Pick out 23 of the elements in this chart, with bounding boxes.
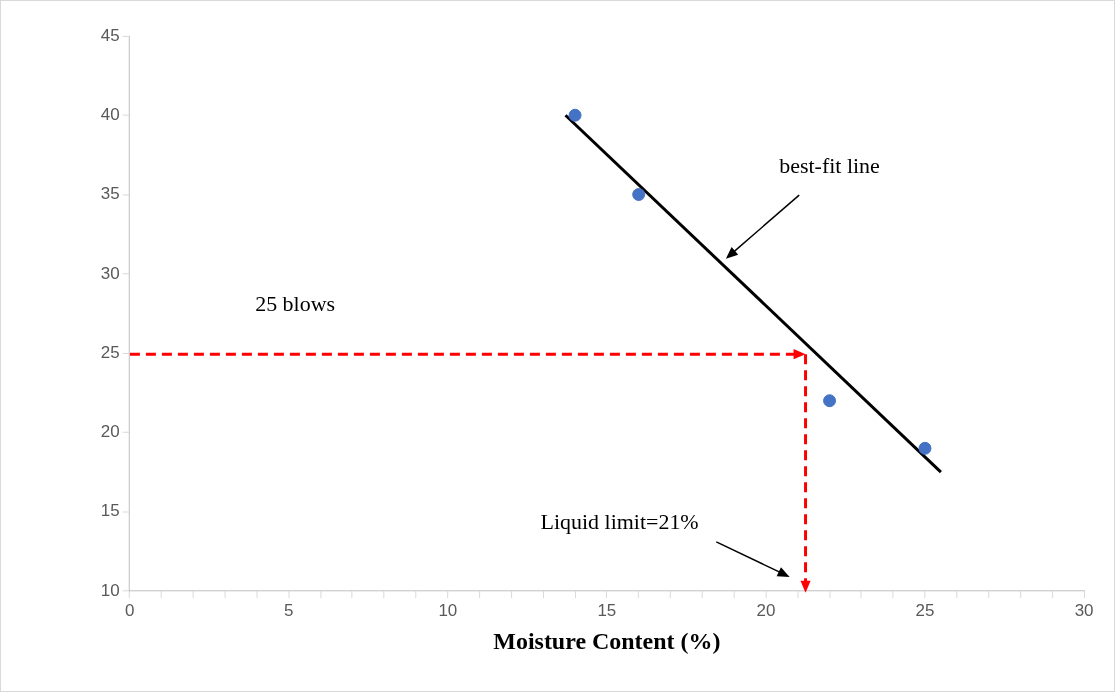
x-tick-label: 25 (915, 600, 935, 620)
y-tick-label: 35 (100, 184, 120, 204)
x-axis-title: Moisture Content (%) (493, 627, 721, 654)
x-tick-label: 20 (756, 600, 776, 620)
y-tick-label: 25 (100, 342, 120, 362)
y-tick-label: 30 (100, 263, 120, 283)
point (632, 188, 646, 202)
y-tick-label: 45 (100, 25, 120, 45)
annotation: best-fit line (779, 153, 880, 179)
point (823, 394, 837, 408)
x-tick-label: 0 (124, 600, 135, 620)
x-tick-label: 15 (597, 600, 617, 620)
point (568, 108, 582, 122)
x-tick-label: 30 (1074, 600, 1094, 620)
point (918, 441, 932, 455)
y-tick-label: 15 (100, 501, 120, 521)
annotation: Liquid limit=21% (540, 508, 699, 534)
x-tick-label: 5 (284, 600, 294, 620)
y-tick-label: 20 (100, 422, 120, 442)
y-tick-label: 10 (100, 580, 120, 600)
y-tick-label: 40 (100, 104, 120, 124)
annotation: 25 blows (255, 291, 336, 317)
x-tick-label: 10 (438, 600, 458, 620)
